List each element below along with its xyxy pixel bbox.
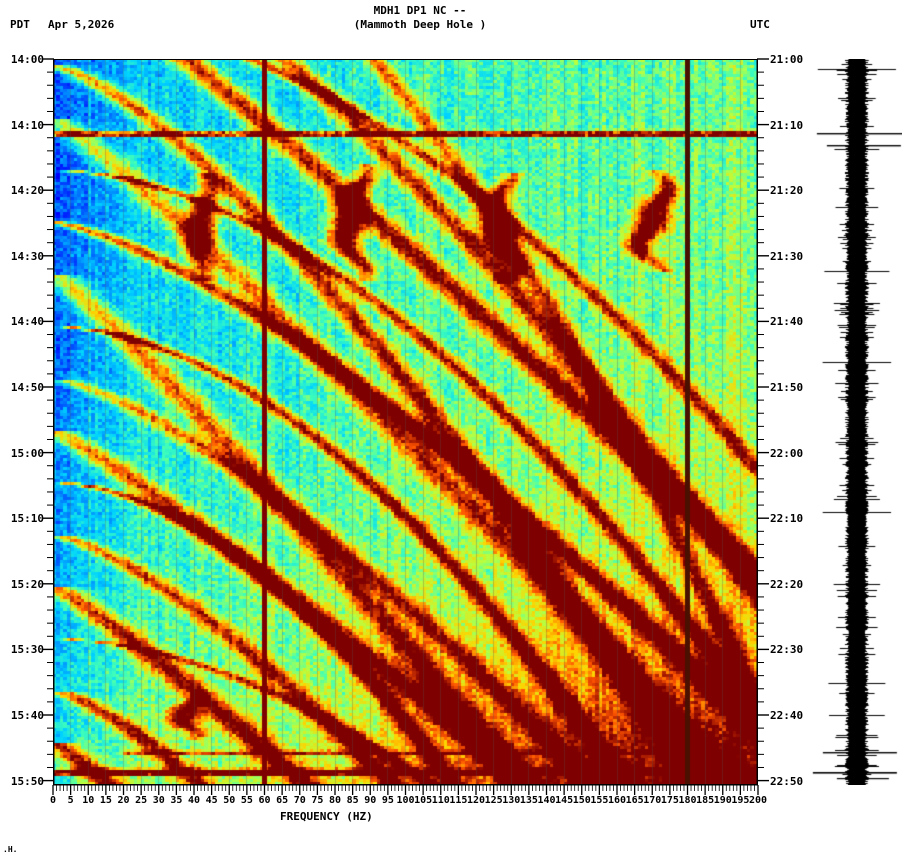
right-tick-label: 21:20 [770,184,804,198]
freq-tick-label: 120 [466,795,486,806]
left-tick-label: 15:00 [10,446,44,460]
freq-tick-label: 35 [170,795,183,806]
corner-mark: .H. [3,845,18,854]
waveform-trace[interactable] [808,59,902,785]
freq-tick-label: 15 [99,795,112,806]
freq-tick-label: 80 [328,795,342,806]
freq-tick-label: 105 [414,795,433,806]
freq-tick-label: 125 [484,795,503,806]
left-tick-label: 14:40 [10,315,44,329]
right-tick-label: 22:50 [770,774,804,788]
freq-tick-label: 50 [223,795,236,806]
right-tick-label: 22:30 [770,643,804,657]
right-tick-label: 21:00 [770,53,804,66]
frequency-axis-title: FREQUENCY (HZ) [280,810,373,823]
spectrogram-canvas[interactable] [53,59,758,785]
freq-tick-label: 20 [117,795,130,806]
freq-tick-label: 130 [502,795,521,806]
right-tick-label: 22:40 [770,709,804,722]
right-tick-label: 22:00 [770,446,804,460]
left-tick-label: 14:00 [10,53,44,66]
freq-tick-label: 185 [696,795,715,806]
freq-tick-label: 195 [731,795,750,806]
timezone-label-right: UTC [750,18,770,31]
freq-tick-label: 135 [519,795,538,806]
freq-tick-label: 110 [431,795,450,806]
freq-tick-label: 30 [152,795,165,806]
freq-tick-label: 40 [187,795,201,806]
station-subtitle: (Mammoth Deep Hole ) [353,18,487,31]
freq-tick-label: 160 [607,795,627,806]
freq-tick-label: 5 [67,795,74,806]
freq-tick-label: 65 [276,795,289,806]
freq-tick-label: 95 [381,795,394,806]
freq-tick-label: 75 [311,795,324,806]
freq-tick-label: 200 [748,795,768,806]
timezone-label-left: PDT [10,18,30,31]
freq-tick-label: 0 [49,795,57,806]
right-tick-label: 22:20 [770,577,804,591]
freq-tick-label: 165 [625,795,644,806]
left-tick-label: 14:10 [10,118,44,132]
left-tick-label: 15:40 [10,709,44,722]
record-date: Apr 5,2026 [48,18,115,31]
station-title: MDH1 DP1 NC -- [373,4,467,17]
freq-tick-label: 180 [678,795,697,806]
freq-tick-label: 140 [537,795,556,806]
right-tick-label: 21:40 [770,315,804,329]
freq-tick-label: 55 [240,795,253,806]
freq-tick-label: 10 [82,795,95,806]
freq-tick-label: 70 [293,795,306,806]
freq-tick-label: 155 [590,795,609,806]
right-tick-label: 21:50 [770,381,804,394]
left-tick-label: 15:10 [10,512,44,526]
freq-tick-label: 190 [713,795,732,806]
frequency-axis [52,784,759,795]
freq-tick-label: 170 [643,795,662,806]
waveform-panel[interactable] [808,59,902,785]
left-tick-label: 15:50 [10,774,44,788]
spectrogram-plot[interactable] [53,59,758,785]
freq-tick-label: 45 [205,795,218,806]
left-tick-label: 14:30 [10,249,44,263]
left-tick-label: 15:30 [10,643,44,657]
right-tick-label: 21:10 [770,118,804,132]
freq-tick-label: 85 [346,795,359,806]
left-tick-label: 14:20 [10,184,44,198]
freq-tick-label: 145 [555,795,574,806]
freq-tick-label: 90 [364,795,377,806]
freq-tick-label: 150 [572,795,591,806]
freq-tick-label: 175 [660,795,679,806]
freq-tick-label: 60 [258,795,271,806]
left-time-axis [42,58,55,785]
header: PDT Apr 5,2026 MDH1 DP1 NC -- (Mammoth D… [0,0,902,50]
freq-tick-label: 25 [135,795,148,806]
right-tick-label: 21:30 [770,249,804,263]
left-tick-label: 15:20 [10,577,44,591]
freq-tick-label: 100 [396,795,415,806]
freq-tick-label: 115 [449,795,468,806]
right-tick-label: 22:10 [770,512,804,526]
left-tick-label: 14:50 [10,381,44,394]
